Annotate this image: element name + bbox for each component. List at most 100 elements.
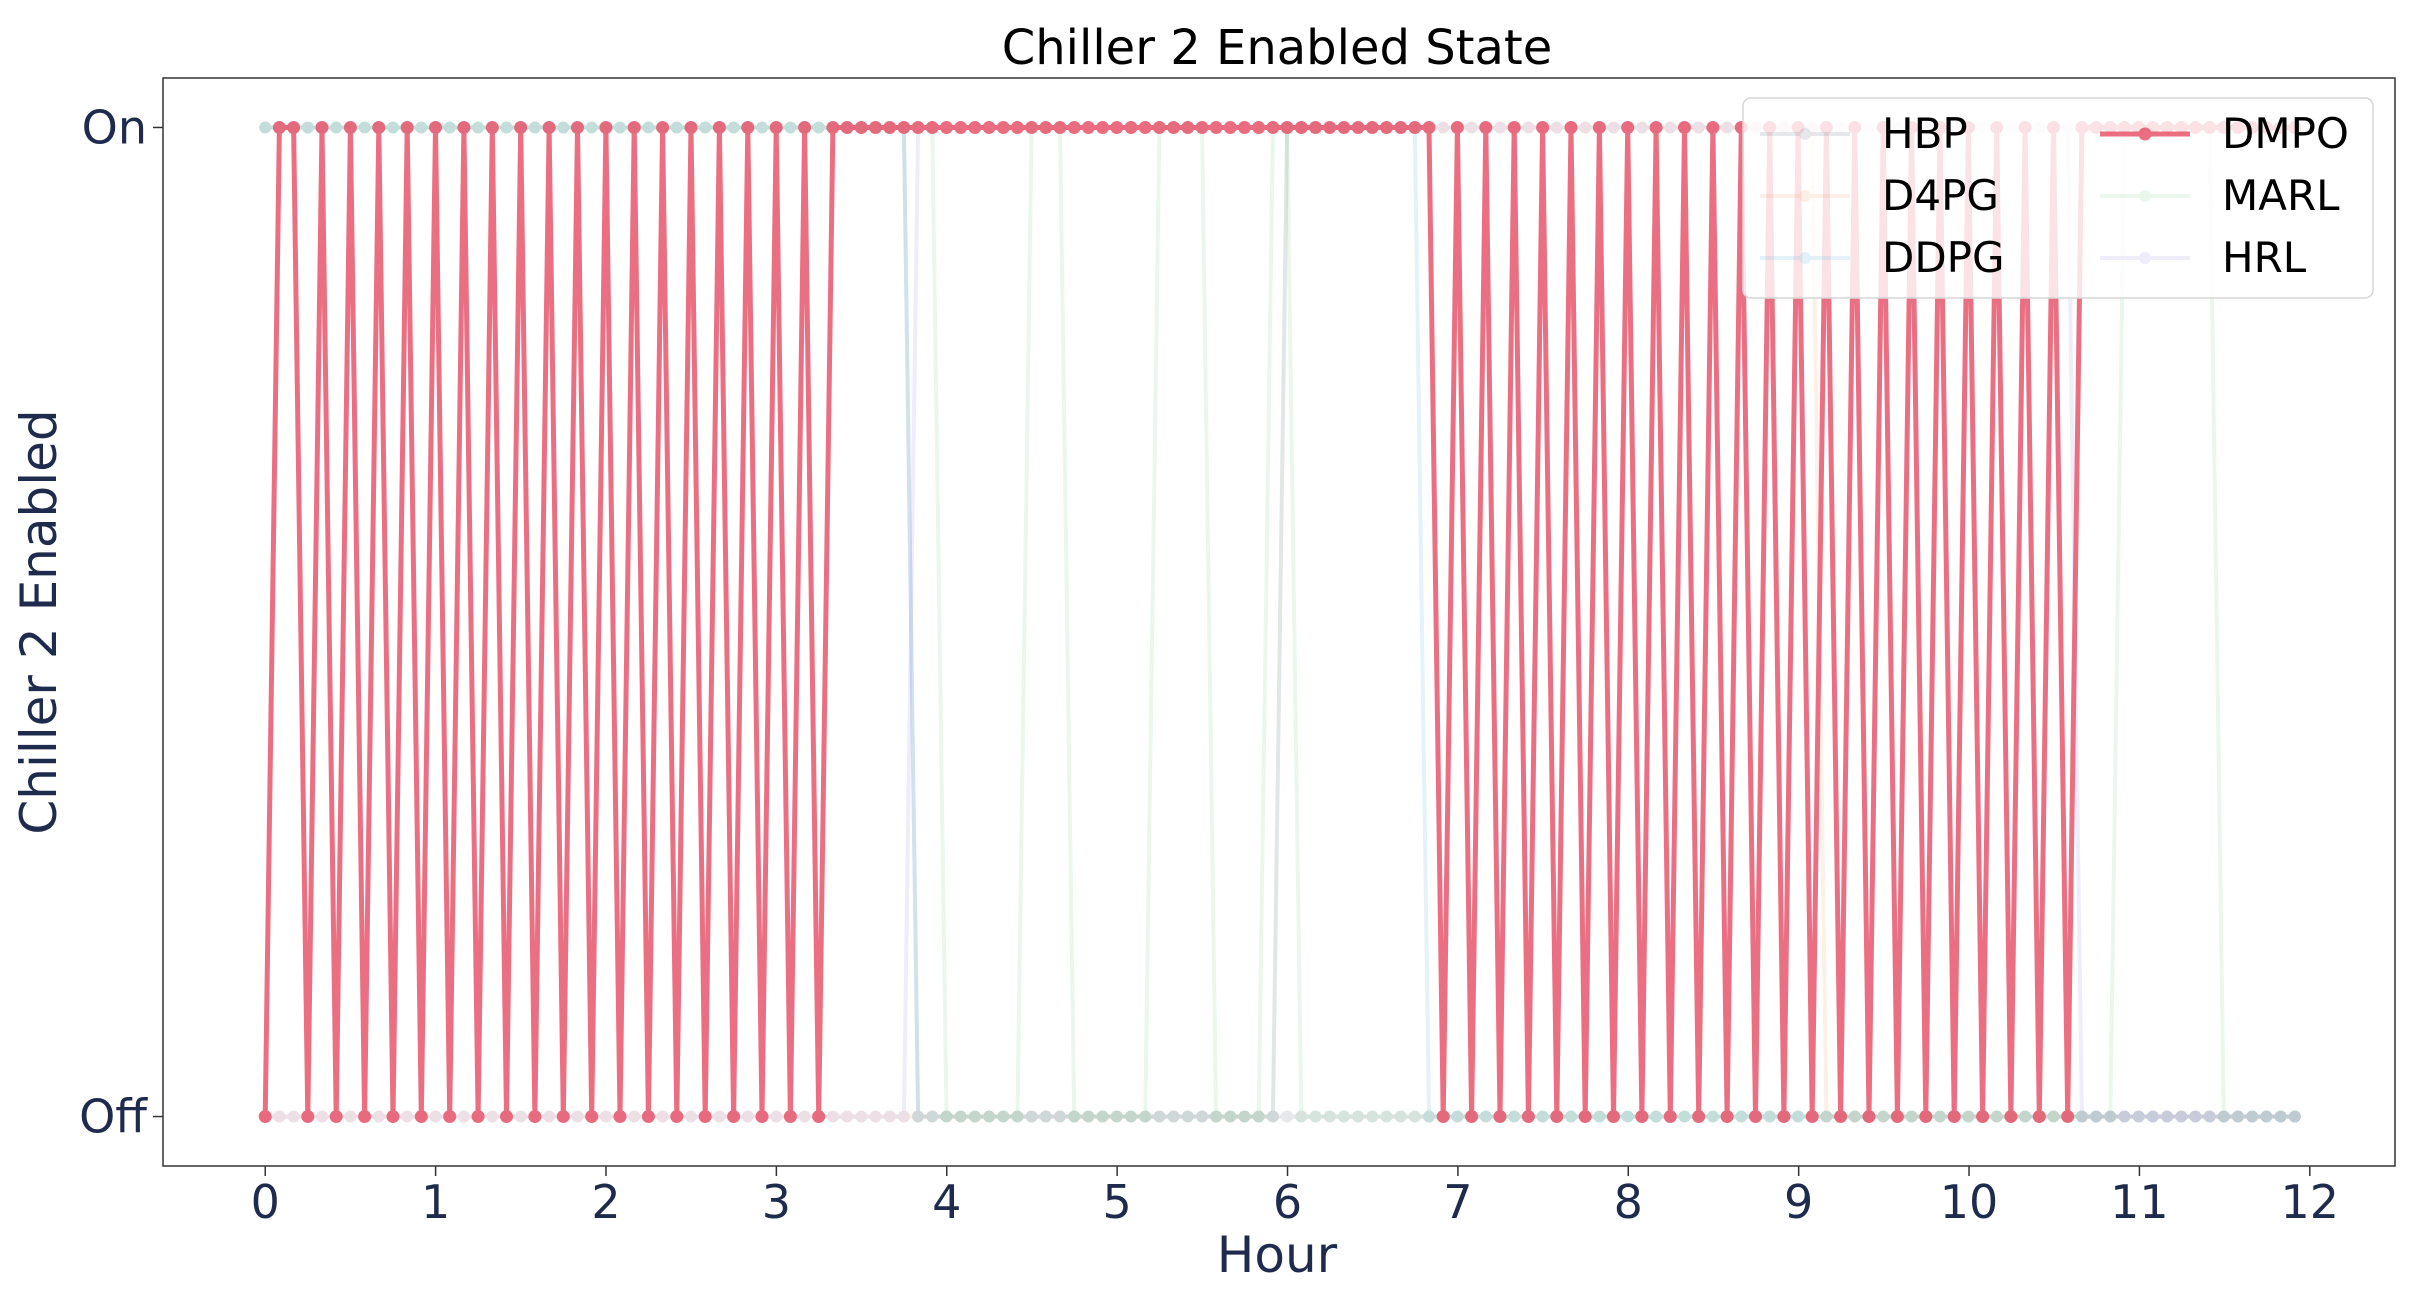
point-hrl <box>883 1110 896 1123</box>
point-hbp <box>2246 1110 2259 1123</box>
point-hbp <box>954 1110 967 1123</box>
point-ddpg <box>2260 1110 2273 1123</box>
point-hrl <box>855 1110 868 1123</box>
point-ddpg <box>1990 1110 2003 1123</box>
point-hbp <box>1735 1110 1748 1123</box>
x-tick-label: 6 <box>1273 1175 1302 1229</box>
point-dmpo <box>1025 121 1039 134</box>
point-d4pg <box>2118 1110 2131 1123</box>
point-ddpg <box>259 121 272 134</box>
point-dmpo <box>1167 121 1181 134</box>
point-dmpo <box>741 121 755 134</box>
point-ddpg <box>2217 1110 2230 1123</box>
point-hrl <box>514 1110 527 1123</box>
point-d4pg <box>401 1110 414 1123</box>
point-ddpg <box>2132 1110 2145 1123</box>
point-dmpo <box>1110 121 1124 134</box>
point-ddpg <box>1082 1110 1095 1123</box>
point-dmpo <box>1124 121 1138 134</box>
point-marl <box>2217 1110 2230 1123</box>
point-ddpg <box>756 121 768 134</box>
point-hbp <box>2232 1110 2244 1123</box>
point-d4pg <box>2161 1110 2174 1123</box>
point-dmpo <box>1777 1110 1791 1123</box>
point-ddpg <box>940 1110 953 1123</box>
x-tick-label: 3 <box>762 1175 791 1229</box>
y-tick-label: Off <box>79 1090 148 1144</box>
point-marl <box>2104 1110 2117 1123</box>
series-line-dmpo <box>262 125 2295 1119</box>
point-marl <box>528 121 541 134</box>
point-d4pg <box>543 1110 556 1123</box>
point-hbp <box>1423 1110 1435 1123</box>
point-dmpo <box>613 1110 627 1123</box>
point-marl <box>1423 1110 1435 1123</box>
point-hrl <box>798 1110 811 1123</box>
point-hbp <box>1266 1110 1279 1123</box>
point-marl <box>1706 1110 1719 1123</box>
point-marl <box>1479 1110 1492 1123</box>
point-dmpo <box>1493 1110 1507 1123</box>
point-hbp <box>557 121 570 134</box>
point-dmpo <box>1621 121 1635 134</box>
point-ddpg <box>1210 1110 1223 1123</box>
point-d4pg <box>1905 1110 1918 1123</box>
point-hrl <box>1437 121 1450 134</box>
point-d4pg <box>599 1110 612 1123</box>
point-marl <box>997 1110 1010 1123</box>
point-dmpo <box>1195 121 1209 134</box>
point-dmpo <box>1678 121 1691 134</box>
point-d4pg <box>1025 1110 1038 1123</box>
plot-frame <box>162 77 2396 1167</box>
point-dmpo <box>1380 121 1393 134</box>
point-d4pg <box>1550 121 1563 134</box>
point-ddpg <box>983 1110 996 1123</box>
point-hbp <box>699 121 712 134</box>
point-dmpo <box>1578 1110 1592 1123</box>
point-ddpg <box>1181 1110 1194 1123</box>
point-ddpg <box>330 121 343 134</box>
point-dmpo <box>1607 1110 1620 1123</box>
point-hbp <box>1706 1110 1719 1123</box>
point-hrl <box>2075 1110 2088 1123</box>
point-hrl <box>2203 1110 2216 1123</box>
point-marl <box>1763 1110 1776 1123</box>
point-hbp <box>1025 1110 1038 1123</box>
point-dmpo <box>627 121 641 134</box>
point-dmpo <box>1805 1110 1819 1123</box>
x-tick-label: 8 <box>1614 1175 1643 1229</box>
point-dmpo <box>954 121 968 134</box>
point-hrl <box>2260 1110 2273 1123</box>
point-ddpg <box>557 121 570 134</box>
x-tick-label: 0 <box>251 1175 280 1229</box>
legend-label: HRL <box>2222 233 2307 282</box>
point-d4pg <box>855 1110 868 1123</box>
point-d4pg <box>1848 1110 1861 1123</box>
point-ddpg <box>2047 1110 2060 1123</box>
point-ddpg <box>954 1110 967 1123</box>
legend-label: MARL <box>2222 171 2340 220</box>
point-d4pg <box>2189 1110 2202 1123</box>
point-marl <box>1792 1110 1805 1123</box>
point-hbp <box>784 121 797 134</box>
y-axis: Off On <box>79 100 163 1144</box>
point-dmpo <box>1266 121 1280 134</box>
point-dmpo <box>1309 121 1322 134</box>
point-dmpo <box>826 121 840 134</box>
point-marl <box>1082 1110 1095 1123</box>
point-hrl <box>685 1110 697 1123</box>
x-tick-label: 9 <box>1784 1175 1813 1229</box>
point-marl <box>1380 1110 1393 1123</box>
point-ddpg <box>1650 1110 1663 1123</box>
point-dmpo <box>769 121 783 134</box>
point-d4pg <box>1962 1110 1975 1123</box>
point-marl <box>1962 1110 1975 1123</box>
point-hbp <box>1451 1110 1464 1123</box>
point-dmpo <box>400 121 414 134</box>
point-marl <box>2246 1110 2259 1123</box>
point-ddpg <box>1962 1110 1975 1123</box>
point-d4pg <box>968 1110 981 1123</box>
point-hbp <box>2274 1110 2287 1123</box>
point-dmpo <box>1053 121 1067 134</box>
point-dmpo <box>1096 121 1110 134</box>
